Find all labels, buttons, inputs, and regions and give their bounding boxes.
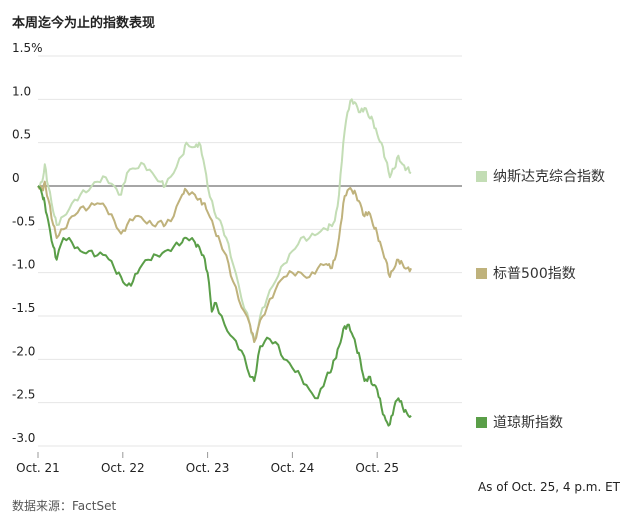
grid-lines (38, 55, 462, 447)
y-axis-ticks: 1.5% 1.0 0.5 0 -0.5 -1.0 -1.5 -2.0 -2.5 -3.0 (12, 41, 43, 445)
x-axis-ticks: Oct. 21 Oct. 22 Oct. 23 Oct. 24 Oct. 25 (16, 452, 399, 475)
source-note: 数据来源：FactSet (12, 499, 117, 513)
legend-label-dow: 道琼斯指数 (493, 415, 563, 431)
y-tick-label: -2.0 (12, 344, 35, 358)
y-tick-label: -2.5 (12, 388, 35, 402)
legend-label-sp500: 标普500指数 (493, 266, 576, 282)
legend-swatch-dow (476, 416, 487, 428)
y-tick-label: -1.5 (12, 301, 35, 315)
legend-label-nasdaq: 纳斯达克综合指数 (493, 169, 605, 185)
series-line-0 (37, 98, 412, 343)
legend-item-nasdaq: 纳斯达克综合指数 (476, 166, 605, 186)
y-tick-label: 0.5 (12, 128, 31, 142)
x-tick-label: Oct. 21 (16, 461, 60, 475)
series-line-2 (37, 185, 412, 427)
y-tick-label: -0.5 (12, 214, 35, 228)
legend-item-sp500: 标普500指数 (476, 263, 576, 283)
series-lines (37, 98, 413, 427)
series-line-1 (37, 180, 413, 343)
y-tick-label: -1.0 (12, 258, 35, 272)
as-of-note: As of Oct. 25, 4 p.m. ET (477, 480, 620, 494)
legend-swatch-sp500 (476, 267, 487, 279)
y-tick-label: 1.0 (12, 84, 31, 98)
y-tick-label: 1.5% (12, 41, 43, 55)
legend-swatch-nasdaq (476, 170, 487, 182)
y-tick-label: -3.0 (12, 431, 35, 445)
chart-title: 本周迄今为止的指数表现 (12, 16, 156, 31)
x-tick-label: Oct. 22 (101, 461, 145, 475)
legend-item-dow: 道琼斯指数 (476, 412, 563, 432)
x-tick-label: Oct. 24 (271, 461, 315, 475)
x-tick-label: Oct. 23 (186, 461, 230, 475)
y-tick-label: 0 (12, 171, 20, 185)
x-tick-label: Oct. 25 (355, 461, 399, 475)
